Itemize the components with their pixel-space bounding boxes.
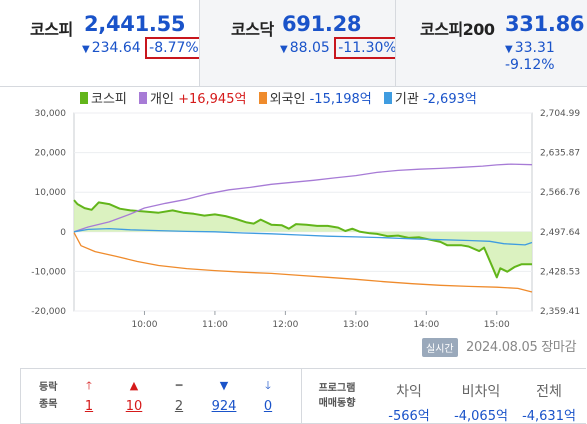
divider <box>301 369 302 423</box>
tab-kosdaq-name: 코스닥 <box>231 20 274 39</box>
legend-kospi: 코스피 <box>80 92 127 107</box>
tab-kospi-name: 코스피 <box>30 20 73 39</box>
breadth-count[interactable]: 10 <box>125 399 143 414</box>
legend-individual: 개인 +16,945억 <box>139 92 246 107</box>
up-icon: ▲ <box>129 379 139 392</box>
series-line-foreign <box>73 232 533 293</box>
kospi-area <box>74 200 532 278</box>
breadth-count[interactable]: 924 <box>211 399 237 414</box>
realtime-badge: 실시간 <box>422 338 458 357</box>
tab-kosdaq-value: 691.28 <box>282 12 362 36</box>
tab-kospi200-name: 코스피200 <box>420 20 495 39</box>
right-axis-label: 2,428.53 <box>540 267 580 277</box>
program-non-arbitrage: 비차익 -4,065억 <box>454 384 508 424</box>
left-axis-label: 0 <box>60 228 66 238</box>
breadth-flat[interactable]: ━ 2 <box>164 379 194 414</box>
series-line-kospi <box>73 199 532 279</box>
series-line-institution <box>73 227 533 246</box>
breadth-down[interactable]: ▼ 924 <box>209 379 239 414</box>
tab-kosdaq-change: ▼ 88.05 -11.30% <box>280 37 401 59</box>
breadth-count[interactable]: 1 <box>84 399 94 414</box>
program-total: 전체 -4,631억 <box>522 384 576 424</box>
tab-kosdaq[interactable]: 코스닥 691.28 ▼ 88.05 -11.30% <box>199 0 401 86</box>
breadth-count[interactable]: 0 <box>263 399 273 414</box>
series-line-individual <box>73 163 533 233</box>
down-arrow-icon: ▼ <box>280 44 288 55</box>
tab-kosdaq-pct: -11.30% <box>334 37 401 59</box>
down-arrow-icon: ▼ <box>505 44 513 55</box>
tab-kospi[interactable]: 코스피 2,441.55 ▼ 234.64 -8.77% <box>0 0 203 86</box>
left-axis-label: 10,000 <box>35 188 67 198</box>
left-axis-label: 30,000 <box>35 109 67 119</box>
right-axis-label: 2,497.64 <box>540 228 580 238</box>
tab-kospi-value: 2,441.55 <box>84 12 186 36</box>
tab-kospi-change: ▼ 234.64 -8.77% <box>82 37 203 59</box>
breadth-label: 등락 종목 <box>39 382 58 410</box>
tab-kospi200-pct: -9.12% <box>505 57 555 73</box>
down-limit-icon: 🡓 <box>265 379 271 392</box>
legend-swatch <box>258 92 267 104</box>
breadth-up-limit[interactable]: 🡑 1 <box>74 379 104 414</box>
x-axis-label: 13:00 <box>343 320 369 330</box>
index-tabs: 코스피 2,441.55 ▼ 234.64 -8.77% 코스닥 691.28 ▼… <box>0 0 587 87</box>
breadth-count[interactable]: 2 <box>174 399 184 414</box>
chart-legend: 코스피 개인 +16,945억 외국인 -15,198억 기관 -2,693억 <box>80 88 485 107</box>
down-icon: ▼ <box>219 379 229 392</box>
x-axis-label: 10:00 <box>131 320 157 330</box>
tab-kospi200-change: ▼ 33.31 <box>505 40 555 56</box>
breadth-down-limit[interactable]: 🡓 0 <box>253 379 283 414</box>
left-axis-label: -10,000 <box>31 267 66 277</box>
right-axis-label: 2,566.76 <box>540 188 580 198</box>
breadth-up[interactable]: ▲ 10 <box>119 379 149 414</box>
legend-swatch <box>139 92 148 104</box>
legend-swatch <box>383 92 392 104</box>
program-arbitrage: 차익 -566억 <box>388 384 430 424</box>
legend-foreign: 외국인 -15,198억 <box>258 92 372 107</box>
right-axis-label: 2,704.99 <box>540 109 580 119</box>
right-axis-label: 2,359.41 <box>540 307 580 317</box>
tab-kospi-pct: -8.77% <box>145 37 203 59</box>
x-axis-label: 14:00 <box>413 320 439 330</box>
up-limit-icon: 🡑 <box>86 379 92 392</box>
left-axis-label: -20,000 <box>31 307 66 317</box>
tab-kospi200[interactable]: 코스피200 331.86 ▼ 33.31 -9.12% <box>395 0 587 86</box>
right-axis-label: 2,635.87 <box>540 149 580 159</box>
legend-swatch <box>80 92 88 104</box>
tab-kospi200-value: 331.86 <box>505 12 585 36</box>
market-close-timestamp: 2024.08.05 장마감 <box>466 340 577 355</box>
down-arrow-icon: ▼ <box>82 44 90 55</box>
program-trading-label: 프로그램 매매동향 <box>318 383 356 409</box>
left-axis-label: 20,000 <box>35 149 67 159</box>
legend-institution: 기관 -2,693억 <box>383 92 477 107</box>
investor-trend-chart: 30,000 20,000 10,000 0 -10,000 -20,000 2,704.9… <box>31 109 580 330</box>
flat-icon: ━ <box>175 379 183 392</box>
market-stats-panel: 등락 종목 🡑 1 ▲ 10 ━ 2 ▼ 924 🡓 0 프로그램 매매동향 차… <box>20 368 586 424</box>
x-axis-label: 11:00 <box>202 320 228 330</box>
x-axis-label: 15:00 <box>484 320 510 330</box>
x-axis-label: 12:00 <box>272 320 298 330</box>
